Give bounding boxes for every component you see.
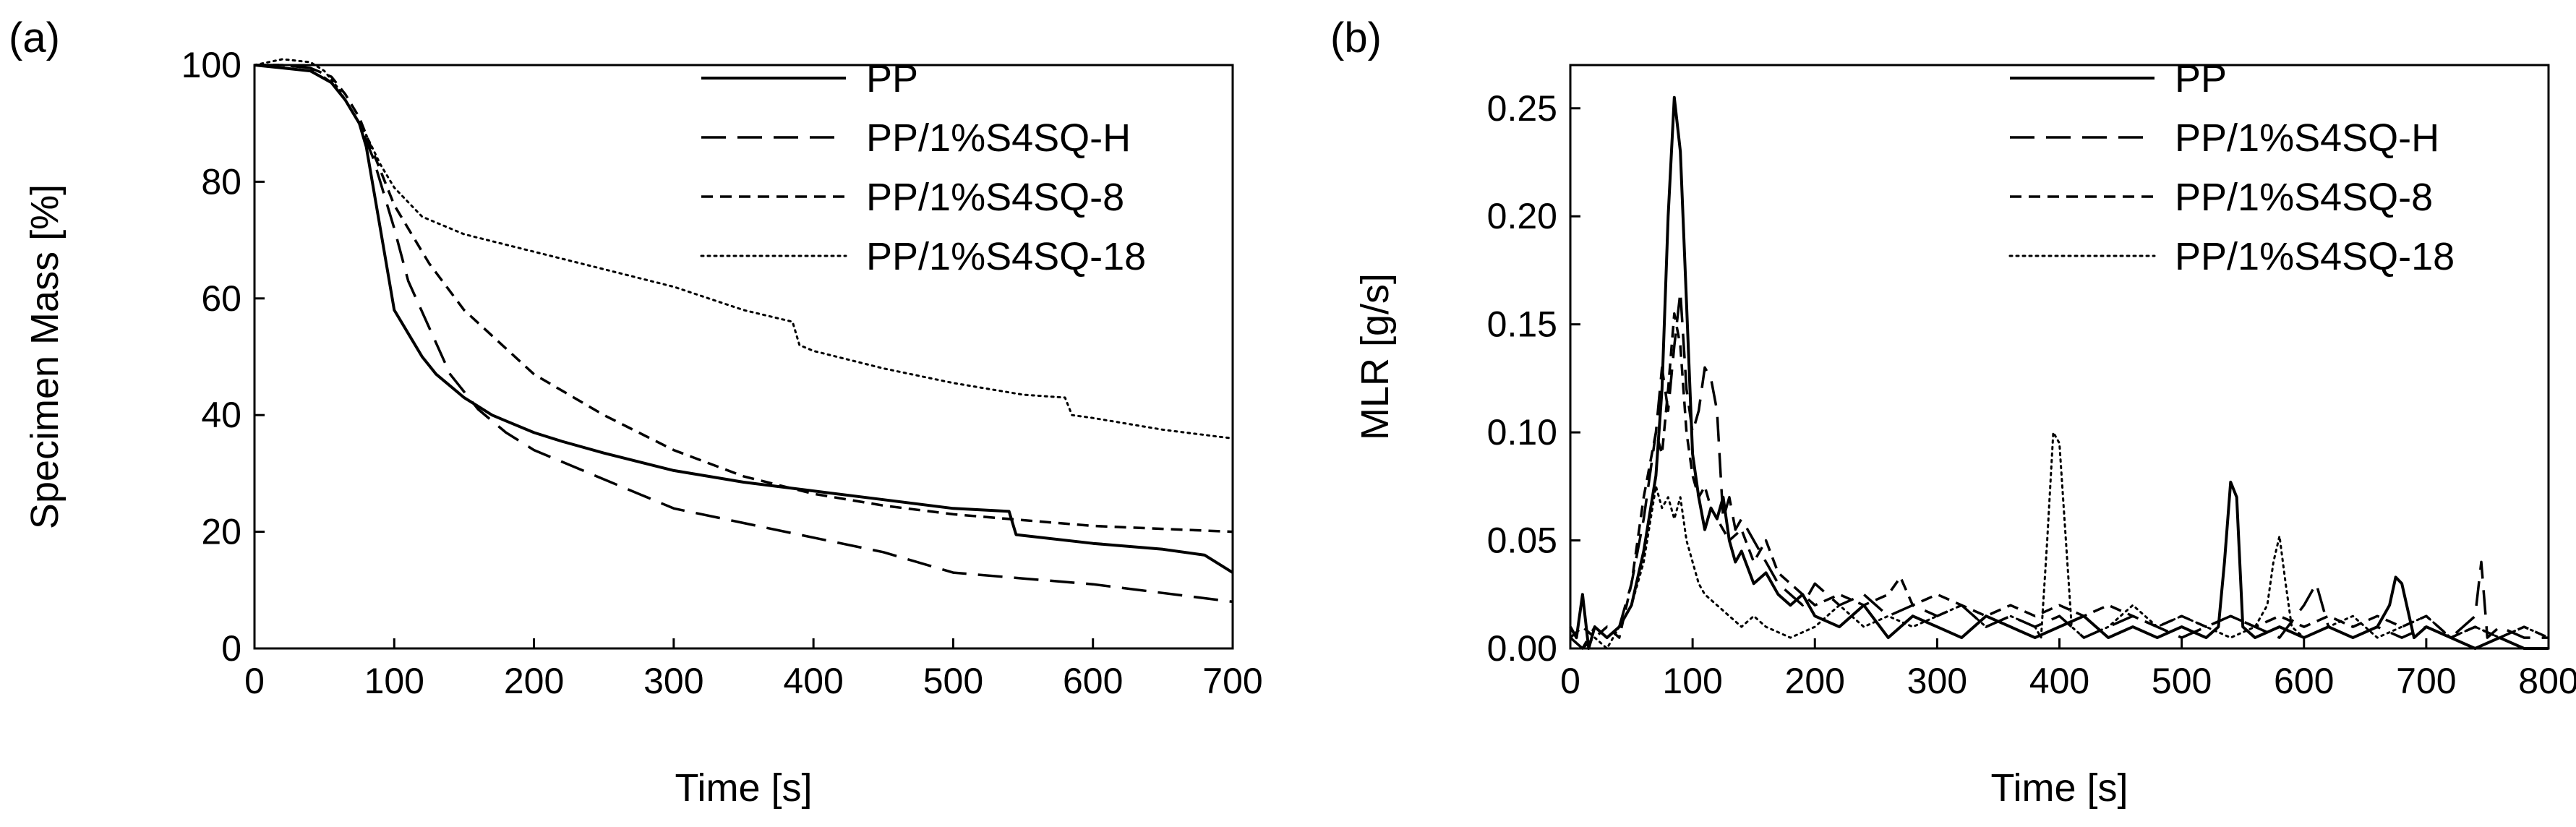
- x-axis-title-b: Time [s]: [1990, 766, 2128, 810]
- legend-label: PP/1%S4SQ-H: [2175, 116, 2439, 160]
- legend-label: PP: [2175, 57, 2227, 100]
- y-tick-label: 0.10: [1487, 412, 1557, 453]
- x-tick-label: 600: [2274, 661, 2334, 701]
- x-tick-label: 0: [244, 661, 265, 701]
- y-tick-label: 100: [181, 45, 241, 85]
- y-tick-label: 0.25: [1487, 88, 1557, 129]
- x-tick-label: 400: [2029, 661, 2089, 701]
- y-tick-label: 0.05: [1487, 520, 1557, 561]
- y-tick-label: 0.00: [1487, 628, 1557, 669]
- x-tick-label: 500: [2152, 661, 2212, 701]
- legend-label: PP/1%S4SQ-18: [2175, 235, 2455, 278]
- x-tick-label: 400: [783, 661, 843, 701]
- y-tick-label: 20: [201, 512, 241, 552]
- x-tick-label: 200: [504, 661, 564, 701]
- series-line-pp-1-s4sq-h: [1569, 291, 2549, 650]
- chart-b: 0 100 200 300 400 500 600 700 800 0.00 0.05 0.10 0.1…: [1353, 57, 2576, 810]
- legend-b: PP PP/1%S4SQ-H PP/1%S4SQ-8 PP/1%S4SQ-18: [2008, 57, 2455, 278]
- y-axis-title-b: MLR [g/s]: [1353, 273, 1397, 440]
- x-tick-label: 100: [1662, 661, 1722, 701]
- x-tick-label: 700: [2396, 661, 2456, 701]
- x-tick-label: 500: [923, 661, 983, 701]
- plot-frame-a: [253, 64, 1234, 650]
- x-tick-label: 300: [643, 661, 703, 701]
- series-line-pp-1-s4sq-18: [253, 58, 1234, 440]
- x-tick-label: 700: [1202, 661, 1262, 701]
- y-tick-label: 80: [201, 161, 241, 202]
- series-line-pp-1-s4sq-h: [254, 64, 1233, 604]
- x-tick-label: 600: [1063, 661, 1123, 701]
- legend-label: PP/1%S4SQ-8: [866, 176, 1124, 219]
- legend-label: PP/1%S4SQ-18: [866, 235, 1146, 278]
- x-tick-label: 800: [2518, 661, 2576, 701]
- series-line-pp-1-s4sq-18: [1569, 431, 2550, 650]
- panel-label-b: (b): [1330, 14, 1382, 61]
- series-line-pp: [1569, 95, 2549, 650]
- series-line-pp-1-s4sq-8: [254, 64, 1233, 534]
- y-tick-label: 60: [201, 278, 241, 319]
- legend-label: PP/1%S4SQ-8: [2175, 176, 2433, 219]
- y-tick-label: 0: [221, 628, 241, 669]
- y-tick-label: 0.20: [1487, 196, 1557, 236]
- y-axis-title-a: Specimen Mass [%]: [23, 184, 67, 529]
- x-tick-label: 300: [1907, 661, 1967, 701]
- chart-a: 0 100 200 300 400 500 600 700 0 20 40 60 80 100 Time […: [23, 45, 1263, 810]
- x-tick-label: 100: [364, 661, 424, 701]
- y-tick-label: 0.15: [1487, 304, 1557, 345]
- y-tick-label: 40: [201, 395, 241, 435]
- panel-label-a: (a): [9, 14, 60, 61]
- x-tick-label: 200: [1785, 661, 1845, 701]
- x-tick-label: 0: [1560, 661, 1580, 701]
- series-line-pp-1-s4sq-8: [1569, 312, 2549, 639]
- legend-a: PP PP/1%S4SQ-H PP/1%S4SQ-8 PP/1%S4SQ-18: [700, 57, 1146, 278]
- legend-label: PP/1%S4SQ-H: [866, 116, 1131, 160]
- legend-label: PP: [866, 57, 918, 100]
- x-axis-title-a: Time [s]: [675, 766, 812, 810]
